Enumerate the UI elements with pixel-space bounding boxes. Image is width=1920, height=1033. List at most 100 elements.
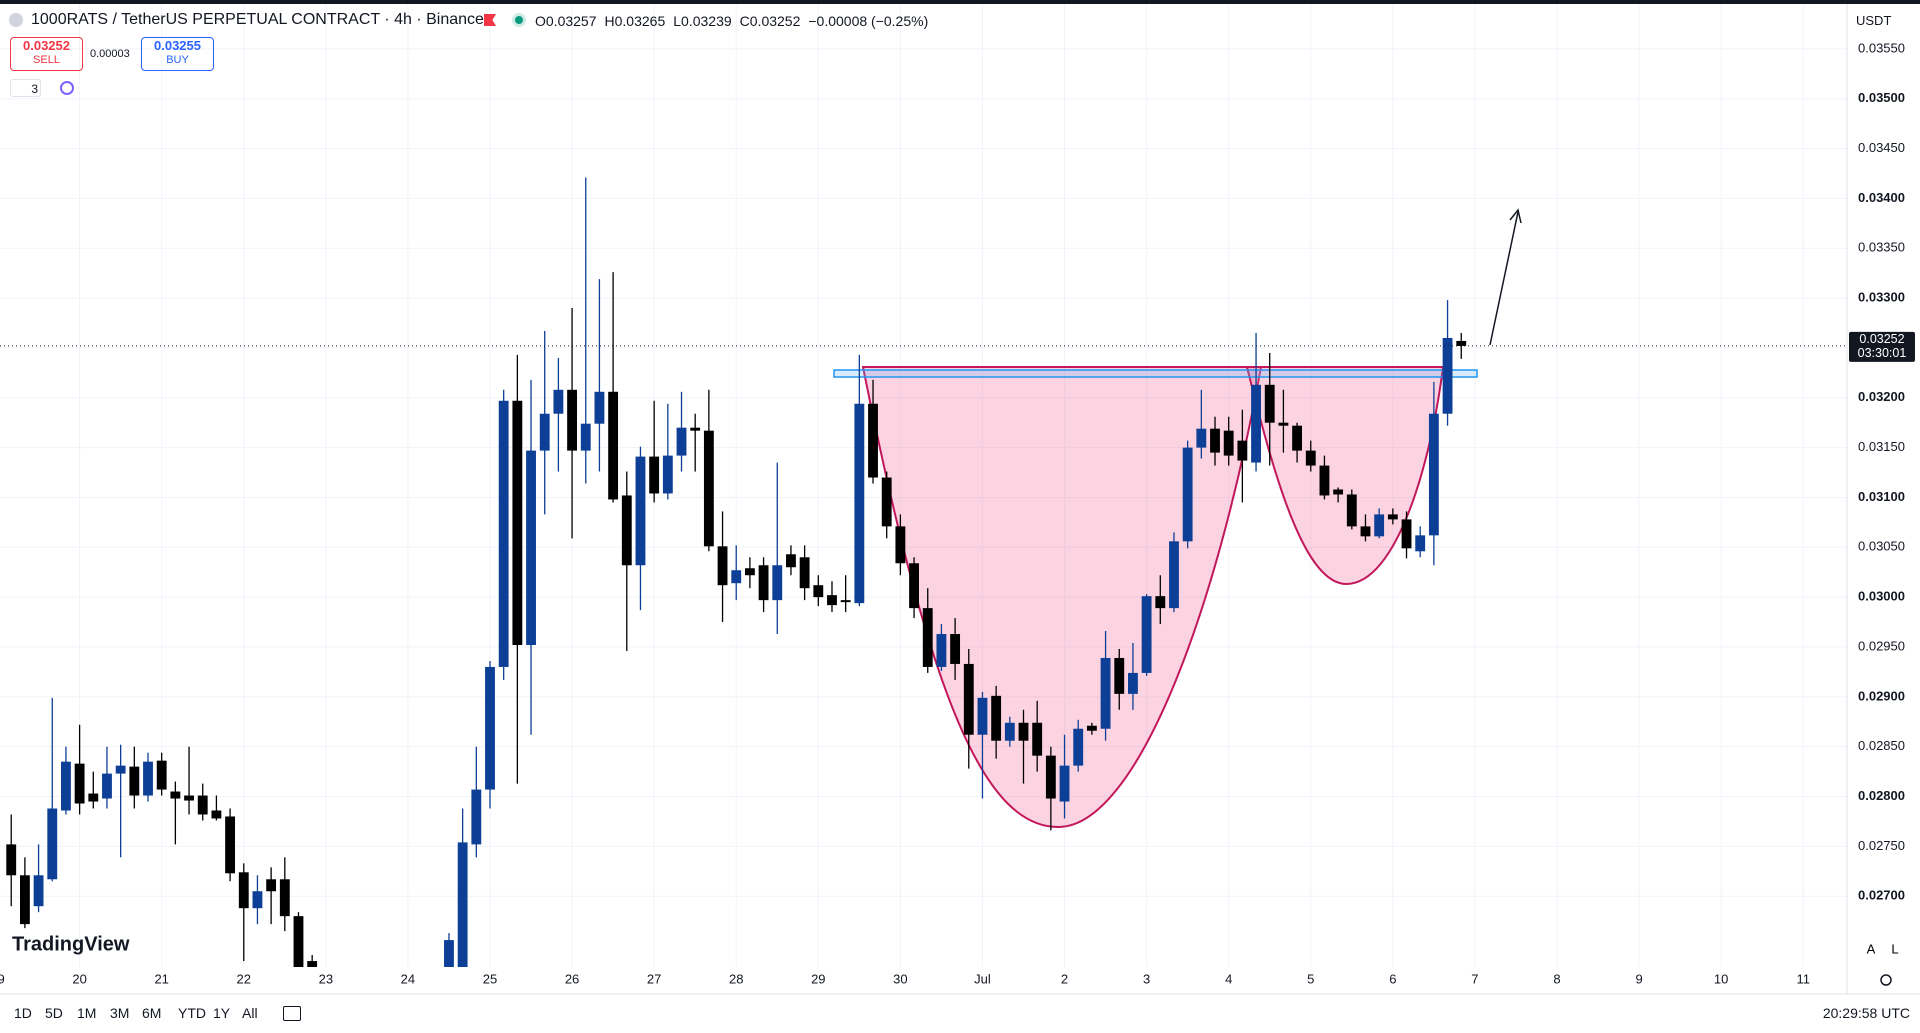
candle-body — [498, 400, 509, 667]
candle-body — [649, 456, 660, 494]
candle-body — [197, 795, 208, 815]
candle-body — [279, 879, 290, 917]
buy-label: BUY — [166, 54, 189, 66]
x-tick-label: 26 — [565, 971, 579, 986]
candle-body — [1305, 450, 1316, 466]
y-tick-label: 0.03100 — [1858, 489, 1905, 504]
range-button[interactable]: 1M — [77, 1005, 97, 1021]
sync-icon[interactable] — [60, 81, 74, 95]
x-tick-label: 24 — [401, 971, 415, 986]
y-tick-label: 0.02700 — [1858, 888, 1905, 903]
scale-button[interactable]: A — [1867, 941, 1876, 956]
candle-body — [991, 695, 1002, 741]
scale-button[interactable]: L — [1891, 941, 1898, 956]
candle-body — [539, 413, 550, 451]
range-button[interactable]: 6M — [142, 1005, 162, 1021]
candle-body — [567, 389, 577, 451]
candle-body — [307, 961, 318, 967]
arrow-head — [1509, 208, 1522, 224]
candle-body — [1292, 425, 1303, 451]
x-tick-label: Jul — [974, 971, 991, 986]
y-tick-label: 0.03000 — [1858, 589, 1905, 604]
scale-button-bg[interactable] — [1861, 940, 1881, 960]
ohlc-value: 0.03239 — [681, 13, 732, 29]
logo: TradingView — [12, 933, 130, 955]
clock: 20:29:58 UTC — [1822, 1005, 1910, 1021]
top-border — [0, 0, 1920, 4]
indicators-count: 3 — [31, 82, 38, 96]
candle-body — [471, 789, 482, 845]
last-price-box — [1849, 331, 1915, 362]
candle-body — [1223, 430, 1234, 456]
last-price-label: 0.03252 — [1859, 332, 1904, 346]
candle-body — [621, 495, 632, 566]
candle-body — [1415, 535, 1426, 552]
candle-body — [950, 634, 961, 664]
candle-body — [580, 423, 591, 451]
candle-body — [115, 765, 126, 774]
range-button[interactable]: 1D — [14, 1005, 32, 1021]
candle-body — [156, 760, 167, 790]
candle-body — [1018, 722, 1029, 741]
flag-icon[interactable] — [484, 14, 496, 26]
x-tick-label: 9 — [1635, 971, 1642, 986]
candle-body — [526, 450, 536, 646]
candle-body — [909, 563, 919, 609]
buy-button[interactable]: 0.03255 BUY — [141, 37, 214, 71]
y-tick-label: 0.03500 — [1858, 90, 1905, 105]
candle-body — [840, 600, 851, 603]
candle-body — [1114, 657, 1125, 694]
resistance-box — [833, 369, 1478, 378]
range-button[interactable]: 1Y — [213, 1005, 231, 1021]
range-button[interactable]: YTD — [178, 1005, 206, 1021]
candle-body — [676, 427, 687, 456]
candle-body — [1210, 428, 1220, 453]
buy-price: 0.03255 — [154, 38, 201, 53]
candle-body — [485, 666, 495, 790]
candles — [6, 177, 1467, 967]
x-tick-label: 28 — [729, 971, 743, 986]
range-button[interactable]: 5D — [45, 1005, 63, 1021]
candle-body — [758, 565, 769, 601]
drawings — [833, 208, 1522, 829]
symbol-title[interactable]: 1000RATS / TetherUS PERPETUAL CONTRACT ·… — [31, 11, 484, 28]
settings-icon[interactable] — [1880, 974, 1892, 986]
currency[interactable]: USDT — [1856, 13, 1892, 28]
candle-body — [977, 697, 988, 735]
x-tick-label: 19 — [0, 971, 5, 986]
countdown: 03:30:01 — [1858, 346, 1907, 360]
sell-button[interactable]: 0.03252 SELL — [10, 37, 83, 71]
candle-body — [1182, 447, 1193, 542]
candle-body — [1428, 413, 1439, 536]
candle-body — [1100, 657, 1111, 729]
candle-body — [1237, 440, 1248, 461]
range-button[interactable]: All — [242, 1005, 258, 1021]
ohlc-legend: O0.03257 H0.03265 L0.03239 C0.03252 −0.00008… — [535, 13, 928, 29]
candle-body — [963, 663, 974, 735]
candle-body — [635, 456, 646, 566]
candle-body — [1333, 489, 1344, 495]
indicators-toggle[interactable]: 3 — [10, 79, 41, 97]
y-tick-label: 0.03550 — [1858, 40, 1905, 55]
x-tick-label: 27 — [647, 971, 661, 986]
y-tick-label: 0.03450 — [1858, 140, 1905, 155]
x-tick-label: 21 — [154, 971, 168, 986]
candle-body — [1319, 465, 1330, 496]
y-tick-label: 0.02800 — [1858, 788, 1905, 803]
ohlc-label: L — [673, 13, 682, 29]
candle-body — [717, 546, 728, 586]
calendar-icon[interactable] — [283, 1006, 301, 1021]
candle-body — [238, 872, 249, 909]
x-tick-label: 29 — [811, 971, 825, 986]
candle-body — [1387, 514, 1398, 520]
x-tick-label: 2 — [1061, 971, 1068, 986]
candle-body — [1251, 384, 1261, 463]
y-tick-label: 0.02950 — [1858, 638, 1905, 653]
symbol-icon — [9, 13, 23, 27]
x-tick-label: 25 — [483, 971, 497, 986]
range-button[interactable]: 3M — [110, 1005, 130, 1021]
x-tick-label: 5 — [1307, 971, 1314, 986]
candle-body — [553, 389, 564, 414]
x-tick-label: 11 — [1796, 971, 1810, 986]
